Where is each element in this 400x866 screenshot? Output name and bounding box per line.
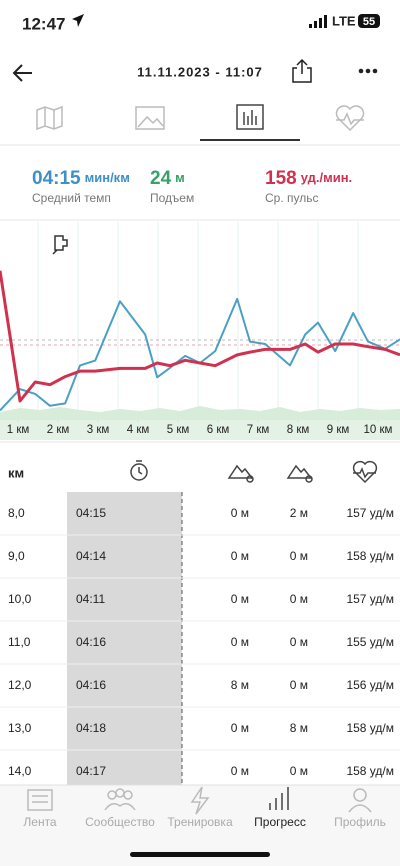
- x-tick-label: 2 км: [47, 424, 70, 436]
- table-cell: 158 уд/м: [346, 721, 394, 735]
- nav-item[interactable]: Лента: [23, 815, 57, 829]
- table-cell: 156 уд/м: [346, 678, 394, 692]
- summary-label: Ср. пульс: [265, 191, 319, 205]
- more-button[interactable]: [358, 68, 378, 74]
- table-header: км: [8, 465, 24, 480]
- location-icon: [72, 14, 84, 27]
- series-line: [0, 270, 400, 403]
- x-tick-label: 5 км: [167, 424, 190, 436]
- unit: м: [175, 170, 185, 185]
- table-cell: 04:16: [76, 678, 106, 692]
- table-cell: 9,0: [8, 549, 25, 563]
- table-cell: 0 м: [231, 764, 249, 778]
- nav-icon-profile: [348, 788, 372, 813]
- table-cell: 8 м: [231, 678, 249, 692]
- signal-icon: [309, 15, 327, 28]
- table-cell: 8 м: [290, 721, 308, 735]
- status-time: 12:47: [22, 14, 65, 33]
- table-cell: 0 м: [290, 678, 308, 692]
- nav-icon-progress: [269, 787, 289, 810]
- table-cell: 04:15: [76, 506, 106, 520]
- table-cell: 11,0: [8, 635, 31, 649]
- value: 24: [150, 168, 172, 189]
- table-cell: 04:18: [76, 721, 106, 735]
- ascent-icon: [227, 464, 254, 483]
- x-axis-band: [0, 420, 400, 440]
- table-cell: 157 уд/м: [346, 506, 394, 520]
- table-cell: 2 м: [290, 506, 308, 520]
- table-cell: 13,0: [8, 721, 32, 735]
- summary-value: 24 м: [150, 168, 185, 189]
- nav-icon-feed: [27, 789, 53, 811]
- series-line: [0, 297, 400, 412]
- x-tick-label: 9 км: [327, 424, 350, 436]
- table-cell: 04:16: [76, 635, 106, 649]
- table-cell: 0 м: [290, 549, 308, 563]
- x-tick-label: 3 км: [87, 424, 110, 436]
- pace-bar-column: [67, 492, 182, 785]
- nav-item[interactable]: Профиль: [334, 815, 386, 829]
- nav-icon-community: [104, 788, 136, 811]
- pace-icon: [130, 460, 148, 481]
- nav-item[interactable]: Сообщество: [85, 815, 155, 829]
- summary-label: Средний темп: [32, 191, 111, 205]
- unit: уд./мин.: [301, 170, 352, 185]
- header-title: 11.11.2023 - 11:07: [137, 64, 263, 79]
- table-cell: 10,0: [8, 592, 32, 606]
- tab-photos[interactable]: [135, 106, 165, 130]
- table-cell: 0 м: [231, 721, 249, 735]
- table-cell: 0 м: [290, 592, 308, 606]
- table-cell: 0 м: [231, 549, 249, 563]
- heart-rate-icon: [352, 460, 378, 484]
- summary-value: 04:15 мин/км: [32, 168, 130, 189]
- x-tick-label: 4 км: [127, 424, 150, 436]
- table-cell: 155 уд/м: [346, 635, 394, 649]
- home-indicator: [130, 852, 270, 857]
- table-cell: 12,0: [8, 678, 32, 692]
- table-cell: 0 м: [231, 592, 249, 606]
- tab-map[interactable]: [36, 105, 63, 131]
- value: 04:15: [32, 168, 81, 189]
- chart-toggle-icon[interactable]: [52, 235, 68, 255]
- table-cell: 157 уд/м: [346, 592, 394, 606]
- tab-heart[interactable]: [335, 105, 365, 132]
- back-button[interactable]: [12, 64, 32, 82]
- tab-indicator: [200, 139, 300, 141]
- battery: 55: [363, 16, 375, 28]
- table-cell: 04:11: [76, 592, 105, 606]
- table-cell: 04:14: [76, 549, 106, 563]
- table-cell: 158 уд/м: [346, 549, 394, 563]
- x-tick-label: 7 км: [247, 424, 270, 436]
- table-cell: 14,0: [8, 764, 32, 778]
- table-cell: 04:17: [76, 764, 106, 778]
- tab-stats[interactable]: [236, 104, 264, 130]
- table-cell: 0 м: [231, 635, 249, 649]
- network: LTE: [332, 13, 356, 28]
- table-cell: 8,0: [8, 506, 25, 520]
- chart-grid: [37, 222, 359, 420]
- summary-value: 158 уд./мин.: [265, 168, 352, 189]
- table-cell: 158 уд/м: [346, 764, 394, 778]
- share-button[interactable]: [292, 58, 312, 83]
- x-tick-label: 6 км: [207, 424, 230, 436]
- nav-item[interactable]: Тренировка: [167, 815, 233, 829]
- table-cell: 0 м: [290, 635, 308, 649]
- elevation-area: [0, 406, 400, 420]
- battery-icon: [358, 14, 380, 28]
- table-cell: 0 м: [290, 764, 308, 778]
- table-cell: 0 м: [231, 506, 249, 520]
- unit: мин/км: [85, 170, 130, 185]
- value: 158: [265, 168, 297, 189]
- x-tick-label: 1 км: [7, 424, 30, 436]
- nav-item[interactable]: Прогресс: [254, 815, 306, 829]
- descent-icon: [286, 464, 313, 483]
- summary-label: Подъем: [150, 191, 194, 205]
- x-tick-label: 10 км: [364, 424, 393, 436]
- x-tick-label: 8 км: [287, 424, 310, 436]
- nav-icon-training: [190, 786, 210, 815]
